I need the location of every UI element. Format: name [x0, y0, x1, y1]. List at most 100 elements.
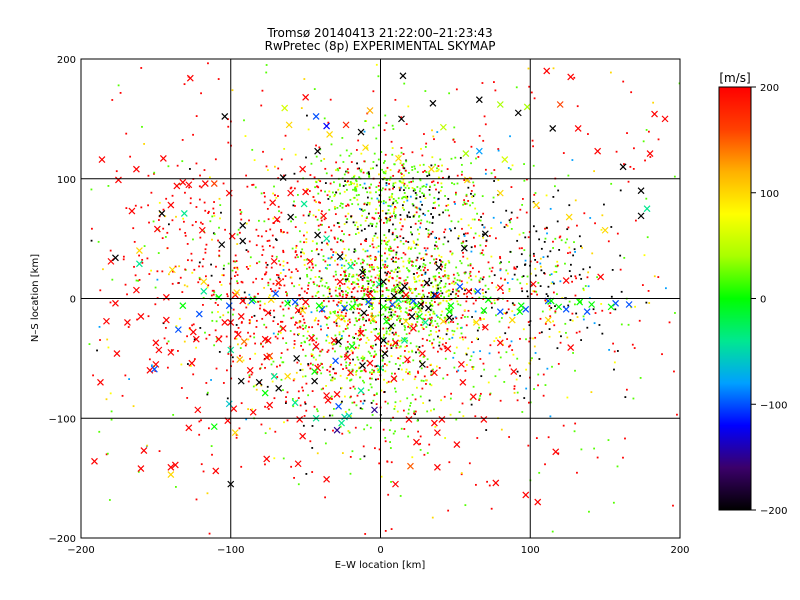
data-point-dot — [493, 302, 496, 305]
data-point-dot — [370, 290, 372, 293]
data-point-dot — [191, 271, 194, 274]
data-point-dot — [321, 305, 324, 308]
data-point-dot — [519, 282, 522, 285]
data-point-dot — [271, 255, 274, 258]
data-point-dot — [487, 288, 490, 290]
data-point-dot — [238, 231, 241, 234]
data-point-dot — [403, 174, 405, 177]
data-point-dot — [318, 201, 320, 204]
data-point-dot — [206, 393, 209, 396]
data-point-dot — [354, 426, 357, 429]
data-point-dot — [422, 380, 425, 382]
data-point-dot — [545, 226, 548, 229]
data-point-dot — [436, 289, 439, 292]
data-point-dot — [378, 181, 381, 184]
data-point-dot — [434, 278, 437, 281]
data-point-cross — [210, 180, 218, 187]
y-tick-label: 0 — [70, 295, 76, 306]
data-point-dot — [99, 289, 102, 292]
data-point-dot — [377, 250, 380, 253]
data-point-dot — [457, 237, 460, 240]
data-point-dot — [402, 196, 405, 199]
data-point-dot — [397, 197, 400, 200]
data-point-cross — [625, 301, 633, 308]
data-point-dot — [350, 349, 353, 352]
data-point-dot — [231, 356, 234, 359]
data-point-dot — [510, 186, 513, 188]
data-point-dot — [213, 214, 216, 217]
data-point-dot — [168, 273, 170, 276]
data-point-dot — [360, 170, 363, 173]
data-point-dot — [191, 224, 194, 227]
data-point-dot — [390, 250, 393, 252]
data-point-dot — [613, 350, 616, 353]
data-point-cross — [469, 393, 477, 401]
data-point-dot — [415, 259, 418, 262]
data-point-dot — [326, 287, 329, 290]
data-point-dot — [303, 321, 306, 324]
data-point-dot — [300, 107, 303, 109]
data-point-dot — [453, 201, 456, 203]
data-point-dot — [426, 175, 429, 177]
data-point-cross — [155, 346, 163, 354]
data-point-dot — [281, 301, 284, 304]
data-point-dot — [253, 295, 256, 298]
data-point-dot — [339, 374, 342, 377]
data-point-dot — [352, 287, 355, 290]
data-point-dot — [380, 239, 383, 242]
data-point-dot — [259, 304, 262, 307]
data-point-cross — [360, 309, 368, 317]
data-point-dot — [254, 384, 257, 387]
data-point-dot — [440, 256, 443, 258]
data-point-dot — [282, 308, 285, 311]
data-point-dot — [214, 301, 217, 304]
data-point-dot — [433, 247, 436, 250]
data-point-dot — [544, 299, 547, 302]
data-point-dot — [354, 387, 356, 390]
data-point-cross — [153, 225, 161, 233]
data-point-cross — [323, 392, 331, 399]
data-point-dot — [441, 343, 444, 346]
data-point-dot — [624, 437, 626, 440]
data-point-dot — [393, 261, 396, 263]
data-point-dot — [226, 369, 228, 372]
data-point-dot — [308, 266, 311, 269]
data-point-dot — [383, 378, 385, 381]
data-point-dot — [493, 299, 496, 302]
data-point-dot — [132, 405, 135, 408]
data-point-dot — [364, 270, 367, 273]
data-point-dot — [411, 393, 414, 396]
data-point-dot — [470, 227, 472, 229]
data-point-dot — [257, 292, 259, 295]
data-point-dot — [387, 311, 390, 314]
data-point-dot — [396, 283, 399, 286]
data-point-dot — [305, 238, 308, 240]
data-point-dot — [568, 204, 571, 207]
data-point-dot — [391, 203, 394, 206]
data-point-dot — [620, 290, 623, 293]
data-point-dot — [414, 311, 417, 313]
data-point-dot — [293, 200, 295, 203]
data-point-dot — [525, 387, 528, 390]
data-point-dot — [295, 305, 298, 308]
data-point-cross — [240, 338, 248, 346]
data-point-dot — [140, 206, 143, 209]
data-point-dot — [384, 400, 387, 403]
data-point-dot — [384, 153, 387, 156]
data-point-dot — [371, 225, 374, 227]
data-point-dot — [362, 317, 365, 320]
data-point-dot — [341, 290, 344, 293]
data-point-dot — [623, 163, 625, 165]
data-point-dot — [416, 272, 418, 274]
data-point-dot — [349, 387, 352, 390]
data-point-dot — [335, 324, 338, 327]
data-point-cross — [270, 372, 278, 380]
data-point-dot — [431, 324, 434, 327]
data-point-dot — [450, 298, 453, 301]
data-point-dot — [420, 284, 423, 287]
data-point-dot — [402, 242, 405, 245]
data-point-dot — [384, 309, 387, 312]
data-point-dot — [388, 329, 391, 332]
data-point-dot — [312, 214, 315, 217]
data-point-dot — [366, 216, 369, 219]
